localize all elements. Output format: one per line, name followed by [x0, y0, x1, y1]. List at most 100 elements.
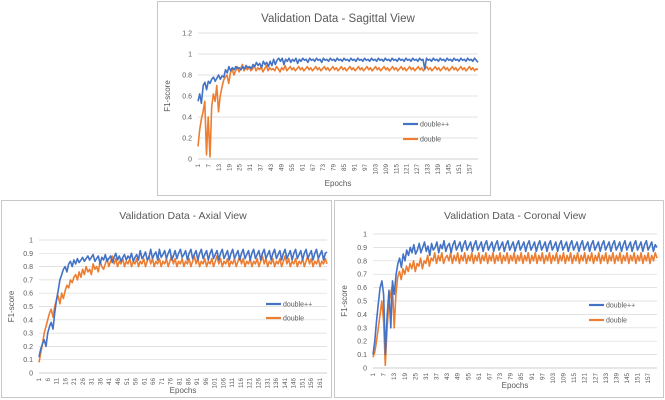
x-tick-label: 41 [106, 378, 113, 386]
chart-title: Validation Data - Sagittal View [261, 13, 415, 25]
y-tick-label: 0.4 [23, 317, 33, 324]
y-tick-label: 0.8 [23, 264, 33, 271]
y-tick-label: 0.2 [357, 339, 367, 346]
y-tick-label: 0.1 [23, 357, 33, 364]
x-tick-label: 157 [466, 164, 473, 175]
y-axis-title: F1-score [7, 290, 16, 322]
chart-panel-sagittal: Validation Data - Sagittal View 0 0.2 0.4 0.… [157, 1, 491, 196]
x-tick-label: 127 [592, 373, 599, 384]
x-tick-label: 131 [264, 378, 271, 389]
x-tick-label: 141 [282, 378, 289, 389]
y-tick-label: 0 [188, 157, 192, 164]
x-tick-label: 86 [185, 378, 192, 386]
y-tick-label: 1 [363, 232, 367, 239]
x-tick-label: 43 [444, 373, 451, 381]
x-tick-label: 37 [434, 373, 441, 381]
x-tick-label: 121 [247, 378, 254, 389]
x-tick-label: 145 [445, 164, 452, 175]
x-tick-label: 133 [425, 164, 432, 175]
chart-title: Validation Data - Axial View [119, 210, 247, 222]
x-tick-label: 13 [391, 373, 398, 381]
axial-chart: Validation Data - Axial View 0 0.1 0.2 0.3 0.… [7, 210, 328, 395]
x-tick-label: 85 [518, 373, 525, 381]
y-tick-label: 0.6 [182, 94, 192, 101]
legend-label: double [283, 316, 304, 323]
x-tick-label: 49 [278, 164, 285, 172]
x-tick-label: 121 [582, 373, 589, 384]
x-tick-label: 16 [62, 378, 69, 386]
x-tick-label: 79 [331, 164, 338, 172]
legend-label: double [606, 318, 627, 325]
x-tick-label: 67 [310, 164, 317, 172]
x-tick-label: 36 [97, 378, 104, 386]
y-tick-label: 0.7 [23, 277, 33, 284]
x-tick-label: 115 [393, 164, 400, 175]
y-tick-label: 1 [29, 238, 33, 245]
x-tick-label: 7 [381, 373, 388, 377]
legend-label: double [420, 137, 441, 144]
x-tick-label: 25 [412, 373, 419, 381]
chart-panel-axial: Validation Data - Axial View 0 0.1 0.2 0.3 0.… [1, 200, 332, 398]
series-line-doubleplusplus [38, 248, 328, 358]
x-tick-label: 151 [635, 373, 642, 384]
x-tick-label: 97 [362, 164, 369, 172]
x-tick-label: 76 [168, 378, 175, 386]
sagittal-chart: Validation Data - Sagittal View 0 0.2 0.4 0.… [163, 13, 479, 188]
x-tick-label: 1 [195, 164, 202, 168]
y-tick-label: 0.6 [23, 291, 33, 298]
y-tick-label: 0.3 [23, 331, 33, 338]
x-tick-label: 55 [465, 373, 472, 381]
x-tick-label: 43 [268, 164, 275, 172]
y-tick-label: 0 [363, 366, 367, 373]
x-tick-label: 67 [486, 373, 493, 381]
x-tick-label: 91 [194, 378, 201, 386]
x-tick-label: 25 [237, 164, 244, 172]
x-tick-label: 37 [258, 164, 265, 172]
y-tick-label: 1.2 [182, 31, 192, 38]
y-tick-label: 0.2 [23, 344, 33, 351]
x-tick-label: 109 [561, 373, 568, 384]
x-tick-label: 161 [317, 378, 324, 389]
y-tick-label: 0.3 [357, 325, 367, 332]
x-tick-label: 61 [141, 378, 148, 386]
x-tick-label: 71 [159, 378, 166, 386]
x-tick-label: 127 [414, 164, 421, 175]
x-tick-label: 21 [71, 378, 78, 386]
x-tick-label: 103 [372, 164, 379, 175]
x-tick-label: 111 [229, 378, 236, 388]
y-tick-label: 0.4 [182, 115, 192, 122]
y-tick-label: 0.2 [182, 136, 192, 143]
x-tick-label: 13 [216, 164, 223, 172]
y-tick-label: 0.9 [357, 245, 367, 252]
x-tick-label: 96 [203, 378, 210, 386]
x-tick-label: 7 [205, 164, 212, 168]
x-tick-label: 31 [423, 373, 430, 381]
y-tick-label: 0.7 [357, 272, 367, 279]
x-tick-label: 151 [456, 164, 463, 175]
series-line-double [372, 251, 658, 367]
legend-label: double++ [283, 302, 312, 309]
x-tick-label: 136 [273, 378, 280, 389]
x-axis-title: Epochs [170, 386, 197, 395]
x-tick-label: 81 [176, 378, 183, 386]
x-tick-label: 139 [613, 373, 620, 384]
x-tick-label: 26 [80, 378, 87, 386]
x-tick-label: 126 [256, 378, 263, 389]
x-tick-label: 121 [404, 164, 411, 175]
chart-title: Validation Data - Coronal View [444, 210, 586, 222]
coronal-chart: Validation Data - Coronal View 0 0.1 0.2 0.3… [340, 210, 658, 390]
y-tick-label: 1 [188, 52, 192, 59]
series-line-double [38, 255, 328, 363]
x-tick-label: 31 [247, 164, 254, 172]
chart-panel-coronal: Validation Data - Coronal View 0 0.1 0.2 0.3… [334, 200, 664, 398]
x-tick-label: 11 [54, 378, 61, 385]
x-tick-label: 156 [308, 378, 315, 389]
y-tick-label: 0.5 [23, 304, 33, 311]
x-tick-label: 73 [497, 373, 504, 381]
legend-label: double++ [420, 122, 449, 129]
x-tick-label: 145 [624, 373, 631, 384]
x-tick-label: 51 [124, 378, 131, 386]
x-tick-label: 79 [508, 373, 515, 381]
x-tick-label: 151 [299, 378, 306, 389]
x-tick-label: 73 [320, 164, 327, 172]
